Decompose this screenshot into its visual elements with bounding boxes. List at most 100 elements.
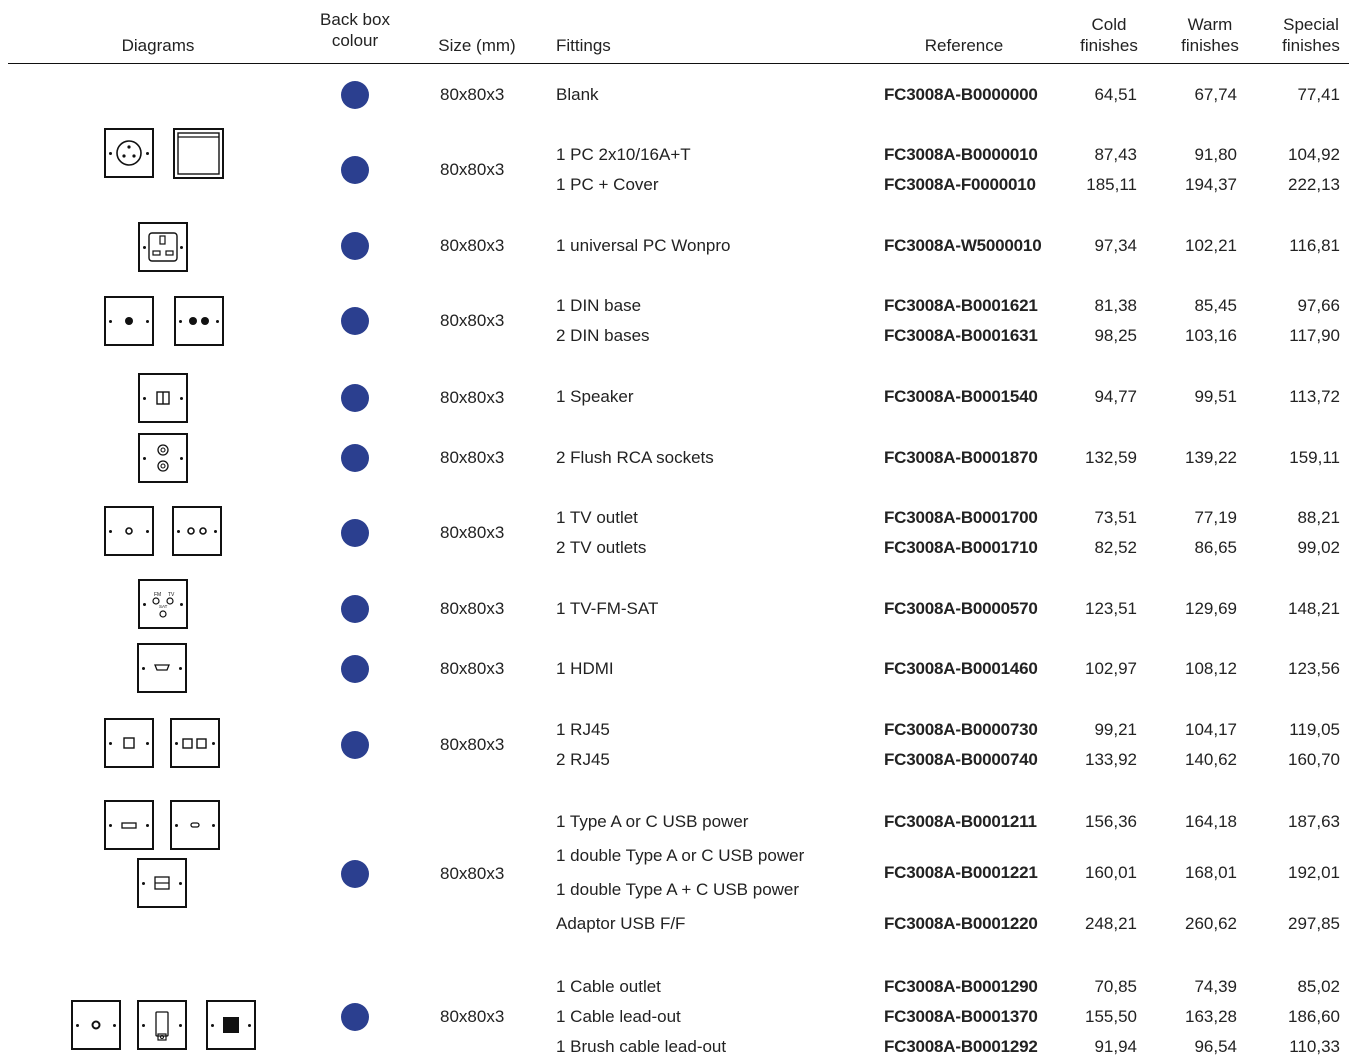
back-box-colour-dot — [341, 519, 369, 547]
warm-price-cell: 96,54 — [1194, 1037, 1237, 1056]
special-price-cell: 187,63 — [1288, 812, 1340, 831]
warm-price-cell: 85,45 — [1194, 296, 1237, 315]
fitting-cell: 2 TV outlets — [556, 538, 647, 557]
warm-price-cell: 108,12 — [1185, 659, 1237, 678]
reference-cell: FC3008A-B0001540 — [884, 387, 1038, 406]
warm-price-cell: 164,18 — [1185, 812, 1237, 831]
fitting-cell: 1 PC 2x10/16A+T — [556, 145, 691, 164]
header-special-finishes: Special finishes — [1282, 15, 1340, 55]
universal-socket-icon — [138, 222, 188, 272]
fm-label: FM — [154, 592, 161, 598]
cold-price-cell: 82,52 — [1094, 538, 1137, 557]
warm-price-cell: 91,80 — [1194, 145, 1237, 164]
reference-cell: FC3008A-B0001631 — [884, 326, 1038, 345]
back-box-colour-dot — [341, 384, 369, 412]
size-cell: 80x80x3 — [440, 523, 505, 542]
french-socket-icon — [104, 128, 154, 178]
cold-price-cell: 123,51 — [1085, 599, 1137, 618]
fitting-cell: 1 Cable outlet — [556, 977, 661, 996]
cold-price-cell: 87,43 — [1094, 145, 1137, 164]
warm-price-cell: 104,17 — [1185, 720, 1237, 739]
header-reference: Reference — [924, 36, 1004, 55]
reference-cell: FC3008A-B0001700 — [884, 508, 1038, 527]
reference-cell: FC3008A-B0001870 — [884, 448, 1038, 467]
back-box-colour-dot — [341, 860, 369, 888]
warm-price-cell: 140,62 — [1185, 750, 1237, 769]
reference-cell: FC3008A-B0000000 — [884, 85, 1038, 104]
special-price-cell: 116,81 — [1289, 236, 1340, 255]
cold-price-cell: 99,21 — [1094, 720, 1137, 739]
header-cold-finishes: Cold finishes — [1080, 15, 1138, 55]
cable-outlet-icon — [71, 1000, 121, 1050]
cold-price-cell: 156,36 — [1085, 812, 1137, 831]
special-price-cell: 148,21 — [1288, 599, 1340, 618]
cold-price-cell: 132,59 — [1085, 448, 1137, 467]
special-price-cell: 186,60 — [1288, 1007, 1340, 1026]
cold-price-cell: 98,25 — [1094, 326, 1137, 345]
reference-cell: FC3008A-B0000730 — [884, 720, 1038, 739]
header-warm-finishes: Warm finishes — [1181, 15, 1239, 55]
size-cell: 80x80x3 — [440, 659, 505, 678]
warm-price-cell: 194,37 — [1185, 175, 1237, 194]
size-cell: 80x80x3 — [440, 236, 505, 255]
brush-lead-out-icon — [206, 1000, 256, 1050]
cold-price-cell: 133,92 — [1085, 750, 1137, 769]
header-back-box-colour: Back box colour — [320, 10, 390, 50]
warm-price-cell: 168,01 — [1185, 863, 1237, 882]
back-box-colour-dot — [341, 731, 369, 759]
fitting-cell: 1 TV-FM-SAT — [556, 599, 659, 618]
fitting-cell: 1 Type A or C USB power — [556, 812, 749, 831]
fitting-cell: Blank — [556, 85, 599, 104]
fitting-cell: 1 universal PC Wonpro — [556, 236, 731, 255]
size-cell: 80x80x3 — [440, 85, 505, 104]
reference-cell: FC3008A-F0000010 — [884, 175, 1036, 194]
reference-cell: FC3008A-B0001211 — [884, 812, 1037, 831]
special-price-cell: 104,92 — [1288, 145, 1340, 164]
cold-price-cell: 81,38 — [1094, 296, 1137, 315]
fitting-cell: 1 TV outlet — [556, 508, 638, 527]
cold-price-cell: 64,51 — [1094, 85, 1137, 104]
rj45-double-icon — [170, 718, 220, 768]
back-box-colour-dot — [341, 1003, 369, 1031]
cold-price-cell: 70,85 — [1094, 977, 1137, 996]
header-diagrams: Diagrams — [121, 36, 195, 55]
back-box-colour-dot — [341, 444, 369, 472]
special-price-cell: 97,66 — [1297, 296, 1340, 315]
special-price-cell: 117,90 — [1289, 326, 1340, 345]
size-cell: 80x80x3 — [440, 864, 505, 883]
reference-cell: FC3008A-B0000010 — [884, 145, 1038, 164]
special-price-cell: 85,02 — [1297, 977, 1340, 996]
size-cell: 80x80x3 — [440, 388, 505, 407]
reference-cell: FC3008A-B0001460 — [884, 659, 1038, 678]
warm-price-cell: 74,39 — [1194, 977, 1237, 996]
reference-cell: FC3008A-W5000010 — [884, 236, 1042, 255]
size-cell: 80x80x3 — [440, 1007, 505, 1026]
fitting-cell: 1 Brush cable lead-out — [556, 1037, 727, 1056]
warm-price-cell: 86,65 — [1194, 538, 1237, 557]
back-box-colour-dot — [341, 307, 369, 335]
cold-price-cell: 91,94 — [1094, 1037, 1137, 1056]
special-price-cell: 123,56 — [1288, 659, 1340, 678]
fitting-cell: 1 PC + Cover — [556, 175, 659, 194]
tv-outlets-icon — [172, 506, 222, 556]
fitting-cell: 1 HDMI — [556, 659, 614, 678]
special-price-cell: 222,13 — [1288, 175, 1340, 194]
warm-price-cell: 163,28 — [1185, 1007, 1237, 1026]
fitting-cell: 1 double Type A or C USB power — [556, 846, 805, 865]
cold-price-cell: 248,21 — [1085, 914, 1137, 933]
warm-price-cell: 260,62 — [1185, 914, 1237, 933]
reference-cell: FC3008A-B0001221 — [884, 863, 1038, 882]
hdmi-icon — [137, 643, 187, 693]
size-cell: 80x80x3 — [440, 735, 505, 754]
fitting-cell: 1 double Type A + C USB power — [556, 880, 800, 899]
warm-price-cell: 102,21 — [1185, 236, 1237, 255]
fitting-cell: 1 Cable lead-out — [556, 1007, 681, 1026]
tv-fm-sat-icon: FM TV SAT — [138, 579, 188, 629]
rca-sockets-icon — [138, 433, 188, 483]
cold-price-cell: 185,11 — [1086, 175, 1137, 194]
special-price-cell: 77,41 — [1297, 85, 1340, 104]
usb-a-icon — [104, 800, 154, 850]
back-box-colour-dot — [341, 156, 369, 184]
warm-price-cell: 99,51 — [1194, 387, 1237, 406]
speaker-icon — [138, 373, 188, 423]
